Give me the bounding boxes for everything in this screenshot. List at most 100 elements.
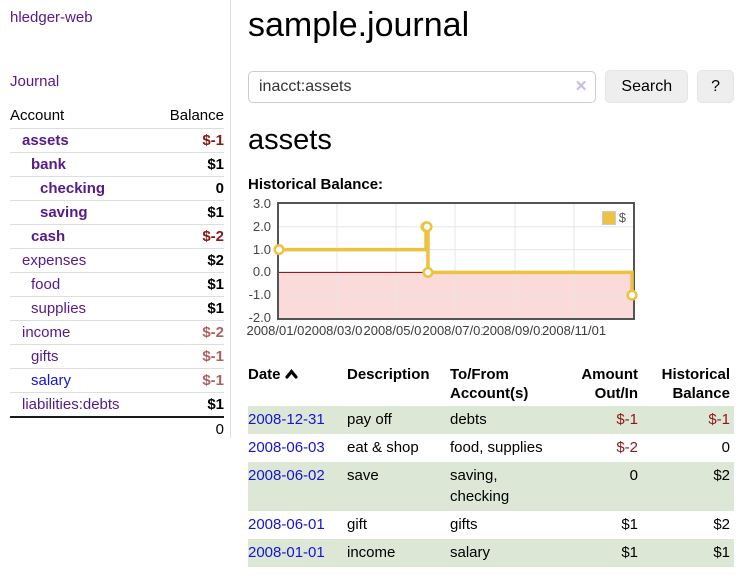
x-tick-label: 2008/03/01: [304, 323, 370, 339]
search-input[interactable]: [248, 70, 597, 103]
help-button[interactable]: ?: [697, 70, 734, 103]
account-balance: $-1: [202, 132, 224, 149]
account-balance: $2: [207, 252, 224, 269]
x-tick-label: 2008/09/01: [482, 323, 548, 339]
transaction-accounts: saving, checking: [450, 467, 510, 505]
transaction-accounts: salary: [450, 544, 491, 561]
x-tick-label: 2008/07/01: [422, 323, 488, 339]
account-balance: $1: [207, 396, 224, 413]
account-link[interactable]: gifts: [31, 348, 59, 365]
transaction-date-link[interactable]: 2008-06-02: [248, 467, 325, 484]
register-row: 2008-12-31 pay off debts $-1 $-1: [248, 406, 734, 434]
account-link[interactable]: bank: [31, 156, 67, 173]
transaction-accounts: food, supplies: [450, 439, 543, 456]
transaction-date-link[interactable]: 2008-12-31: [248, 411, 325, 428]
chart-title: Historical Balance:: [248, 176, 384, 193]
transaction-amount: $-2: [616, 439, 638, 456]
transaction-amount: $1: [621, 516, 638, 533]
chart-y-axis: 3.0 2.0 1.0 0.0 -1.0 -2.0: [248, 196, 274, 325]
transaction-description: eat & shop: [347, 439, 419, 456]
account-link[interactable]: checking: [40, 180, 106, 197]
register-row: 2008-06-02 save saving, checking 0 $2: [248, 462, 734, 511]
account-link[interactable]: supplies: [31, 300, 87, 317]
account-row: supplies $1: [10, 296, 224, 321]
account-link[interactable]: liabilities:debts: [22, 396, 120, 413]
transaction-accounts: gifts: [450, 516, 478, 533]
transaction-description: save: [347, 467, 379, 484]
account-link[interactable]: assets: [22, 132, 69, 149]
transaction-description: income: [347, 544, 396, 561]
account-balance: $1: [207, 204, 224, 221]
transaction-date-link[interactable]: 2008-06-01: [248, 516, 325, 533]
chart-legend: $: [599, 209, 628, 226]
register-col-description: Description: [347, 366, 430, 383]
account-balance: $-1: [202, 348, 224, 365]
account-link[interactable]: cash: [31, 228, 66, 245]
balance-chart: 3.0 2.0 1.0 0.0 -1.0 -2.0 $ 2008/01/01 2008/03…: [246, 196, 734, 344]
account-balance: 0: [215, 180, 224, 197]
accounts-total-row: 0: [10, 416, 224, 441]
transaction-date-link[interactable]: 2008-06-03: [248, 439, 325, 456]
search-button[interactable]: Search: [605, 70, 689, 103]
account-balance: $-1: [202, 372, 224, 389]
accounts-table: Account Balance assets $-1 bank $1 checking 0…: [10, 104, 224, 441]
transaction-amount: $-1: [616, 411, 638, 428]
account-row: food $1: [10, 272, 224, 297]
sort-ascending-icon: [284, 368, 298, 379]
account-row: expenses $2: [10, 248, 224, 273]
register-row: 2008-06-03 eat & shop food, supplies $-2 0: [248, 434, 734, 462]
account-row: cash $-2: [10, 224, 224, 249]
register-row: 2008-06-01 gift gifts $1 $2: [248, 511, 734, 539]
account-row: saving $1: [10, 200, 224, 225]
y-tick-label: 1.0: [252, 241, 271, 257]
x-tick-label: 2008/01/01: [246, 323, 312, 339]
account-balance: $-2: [202, 228, 224, 245]
data-point-marker: [626, 289, 638, 301]
account-link[interactable]: expenses: [22, 252, 87, 269]
data-point-marker: [421, 221, 433, 233]
accounts-total-value: 0: [153, 416, 224, 441]
account-link[interactable]: salary: [31, 372, 72, 389]
account-balance: $1: [207, 276, 224, 293]
transaction-description: gift: [347, 516, 368, 533]
transaction-amount: $1: [621, 544, 638, 561]
account-row: bank $1: [10, 152, 224, 177]
account-link[interactable]: saving: [40, 204, 88, 221]
y-tick-label: 0.0: [252, 264, 271, 280]
page-title: sample.journal: [248, 6, 470, 44]
chart-series: [273, 204, 638, 318]
transaction-date-link[interactable]: 2008-01-01: [248, 544, 325, 561]
main-content: sample.journal ✕ Search ? assets Histori…: [246, 0, 734, 567]
account-balance: $-2: [202, 324, 224, 341]
account-balance: $1: [207, 300, 224, 317]
transaction-accounts: debts: [450, 411, 487, 428]
legend-label: $: [618, 210, 626, 225]
register-col-tofrom: To/From Account(s): [450, 366, 529, 402]
chart-plot-area: $: [273, 202, 638, 320]
register-col-date[interactable]: Date: [248, 362, 347, 406]
transaction-balance: $1: [713, 544, 730, 561]
data-point-marker: [422, 266, 434, 278]
register-col-historical: Historical Balance: [661, 366, 730, 402]
brand-link[interactable]: hledger-web: [10, 9, 93, 26]
clear-search-icon[interactable]: ✕: [574, 77, 588, 95]
y-tick-label: -2.0: [248, 310, 271, 325]
data-point-marker: [273, 244, 285, 256]
transaction-balance: $2: [713, 516, 730, 533]
account-link[interactable]: income: [22, 324, 71, 341]
sidebar: hledger-web Journal Account Balance asse…: [0, 0, 231, 441]
register-col-amount: Amount Out/In: [581, 366, 638, 402]
y-tick-label: -1.0: [248, 287, 271, 303]
y-tick-label: 2.0: [252, 218, 271, 234]
account-row: assets $-1: [10, 128, 224, 153]
transaction-balance: 0: [721, 439, 730, 456]
x-tick-label: 2008/05/01: [363, 323, 429, 339]
transaction-balance: $-1: [708, 411, 730, 428]
transaction-balance: $2: [713, 467, 730, 484]
account-balance: $1: [207, 156, 224, 173]
accounts-col-account: Account: [10, 107, 65, 124]
register-row: 2008-01-01 income salary $1 $1: [248, 539, 734, 567]
nav-journal-link[interactable]: Journal: [10, 73, 60, 90]
account-link[interactable]: food: [31, 276, 61, 293]
register-table: Date Description To/From Account(s) Amount Ou…: [248, 362, 734, 567]
